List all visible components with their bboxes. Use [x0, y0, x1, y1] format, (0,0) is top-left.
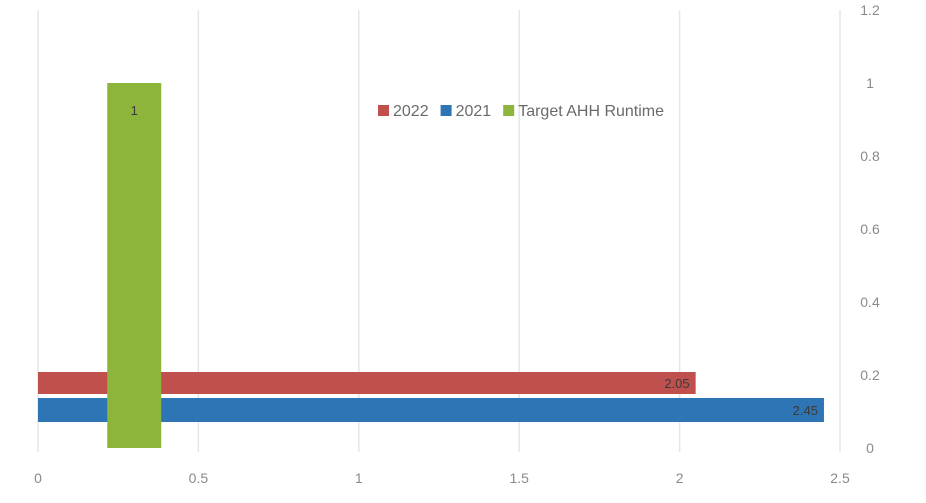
x-tick-label: 0.5: [189, 470, 209, 486]
y2-axis-ticks: 0 0.2 0.4 0.6 0.8 1 1.2: [860, 2, 880, 456]
y2-tick-label: 0: [866, 440, 874, 456]
y2-tick-label: 0.6: [860, 221, 880, 237]
y2-tick-label: 1: [866, 75, 874, 91]
data-label-2021: 2.45: [793, 403, 818, 418]
data-label-2022: 2.05: [664, 376, 689, 391]
legend-swatch: [503, 105, 515, 116]
x-tick-label: 1: [355, 470, 363, 486]
x-tick-label: 2: [676, 470, 684, 486]
bars: 2.05 2.45 1: [38, 83, 824, 448]
legend-swatch: [378, 105, 389, 116]
y2-tick-label: 0.2: [860, 367, 880, 383]
x-tick-label: 1.5: [509, 470, 529, 486]
x-tick-label: 2.5: [830, 470, 850, 486]
bar-2022: [38, 372, 696, 394]
bar-target: [107, 83, 162, 448]
x-tick-label: 0: [34, 470, 42, 486]
legend-label: Target AHH Runtime: [518, 103, 664, 120]
legend: 2022 2021 Target AHH Runtime: [378, 103, 664, 120]
bar-2021: [38, 398, 824, 422]
y2-tick-label: 1.2: [860, 2, 880, 18]
data-label-target: 1: [131, 103, 138, 118]
y2-tick-label: 0.4: [860, 294, 880, 310]
legend-label: 2022: [393, 103, 429, 120]
x-axis-ticks: 0 0.5 1 1.5 2 2.5: [34, 470, 850, 486]
legend-swatch: [440, 105, 452, 116]
y2-tick-label: 0.8: [860, 148, 880, 164]
grid: [37, 10, 841, 452]
legend-label: 2021: [456, 103, 492, 120]
